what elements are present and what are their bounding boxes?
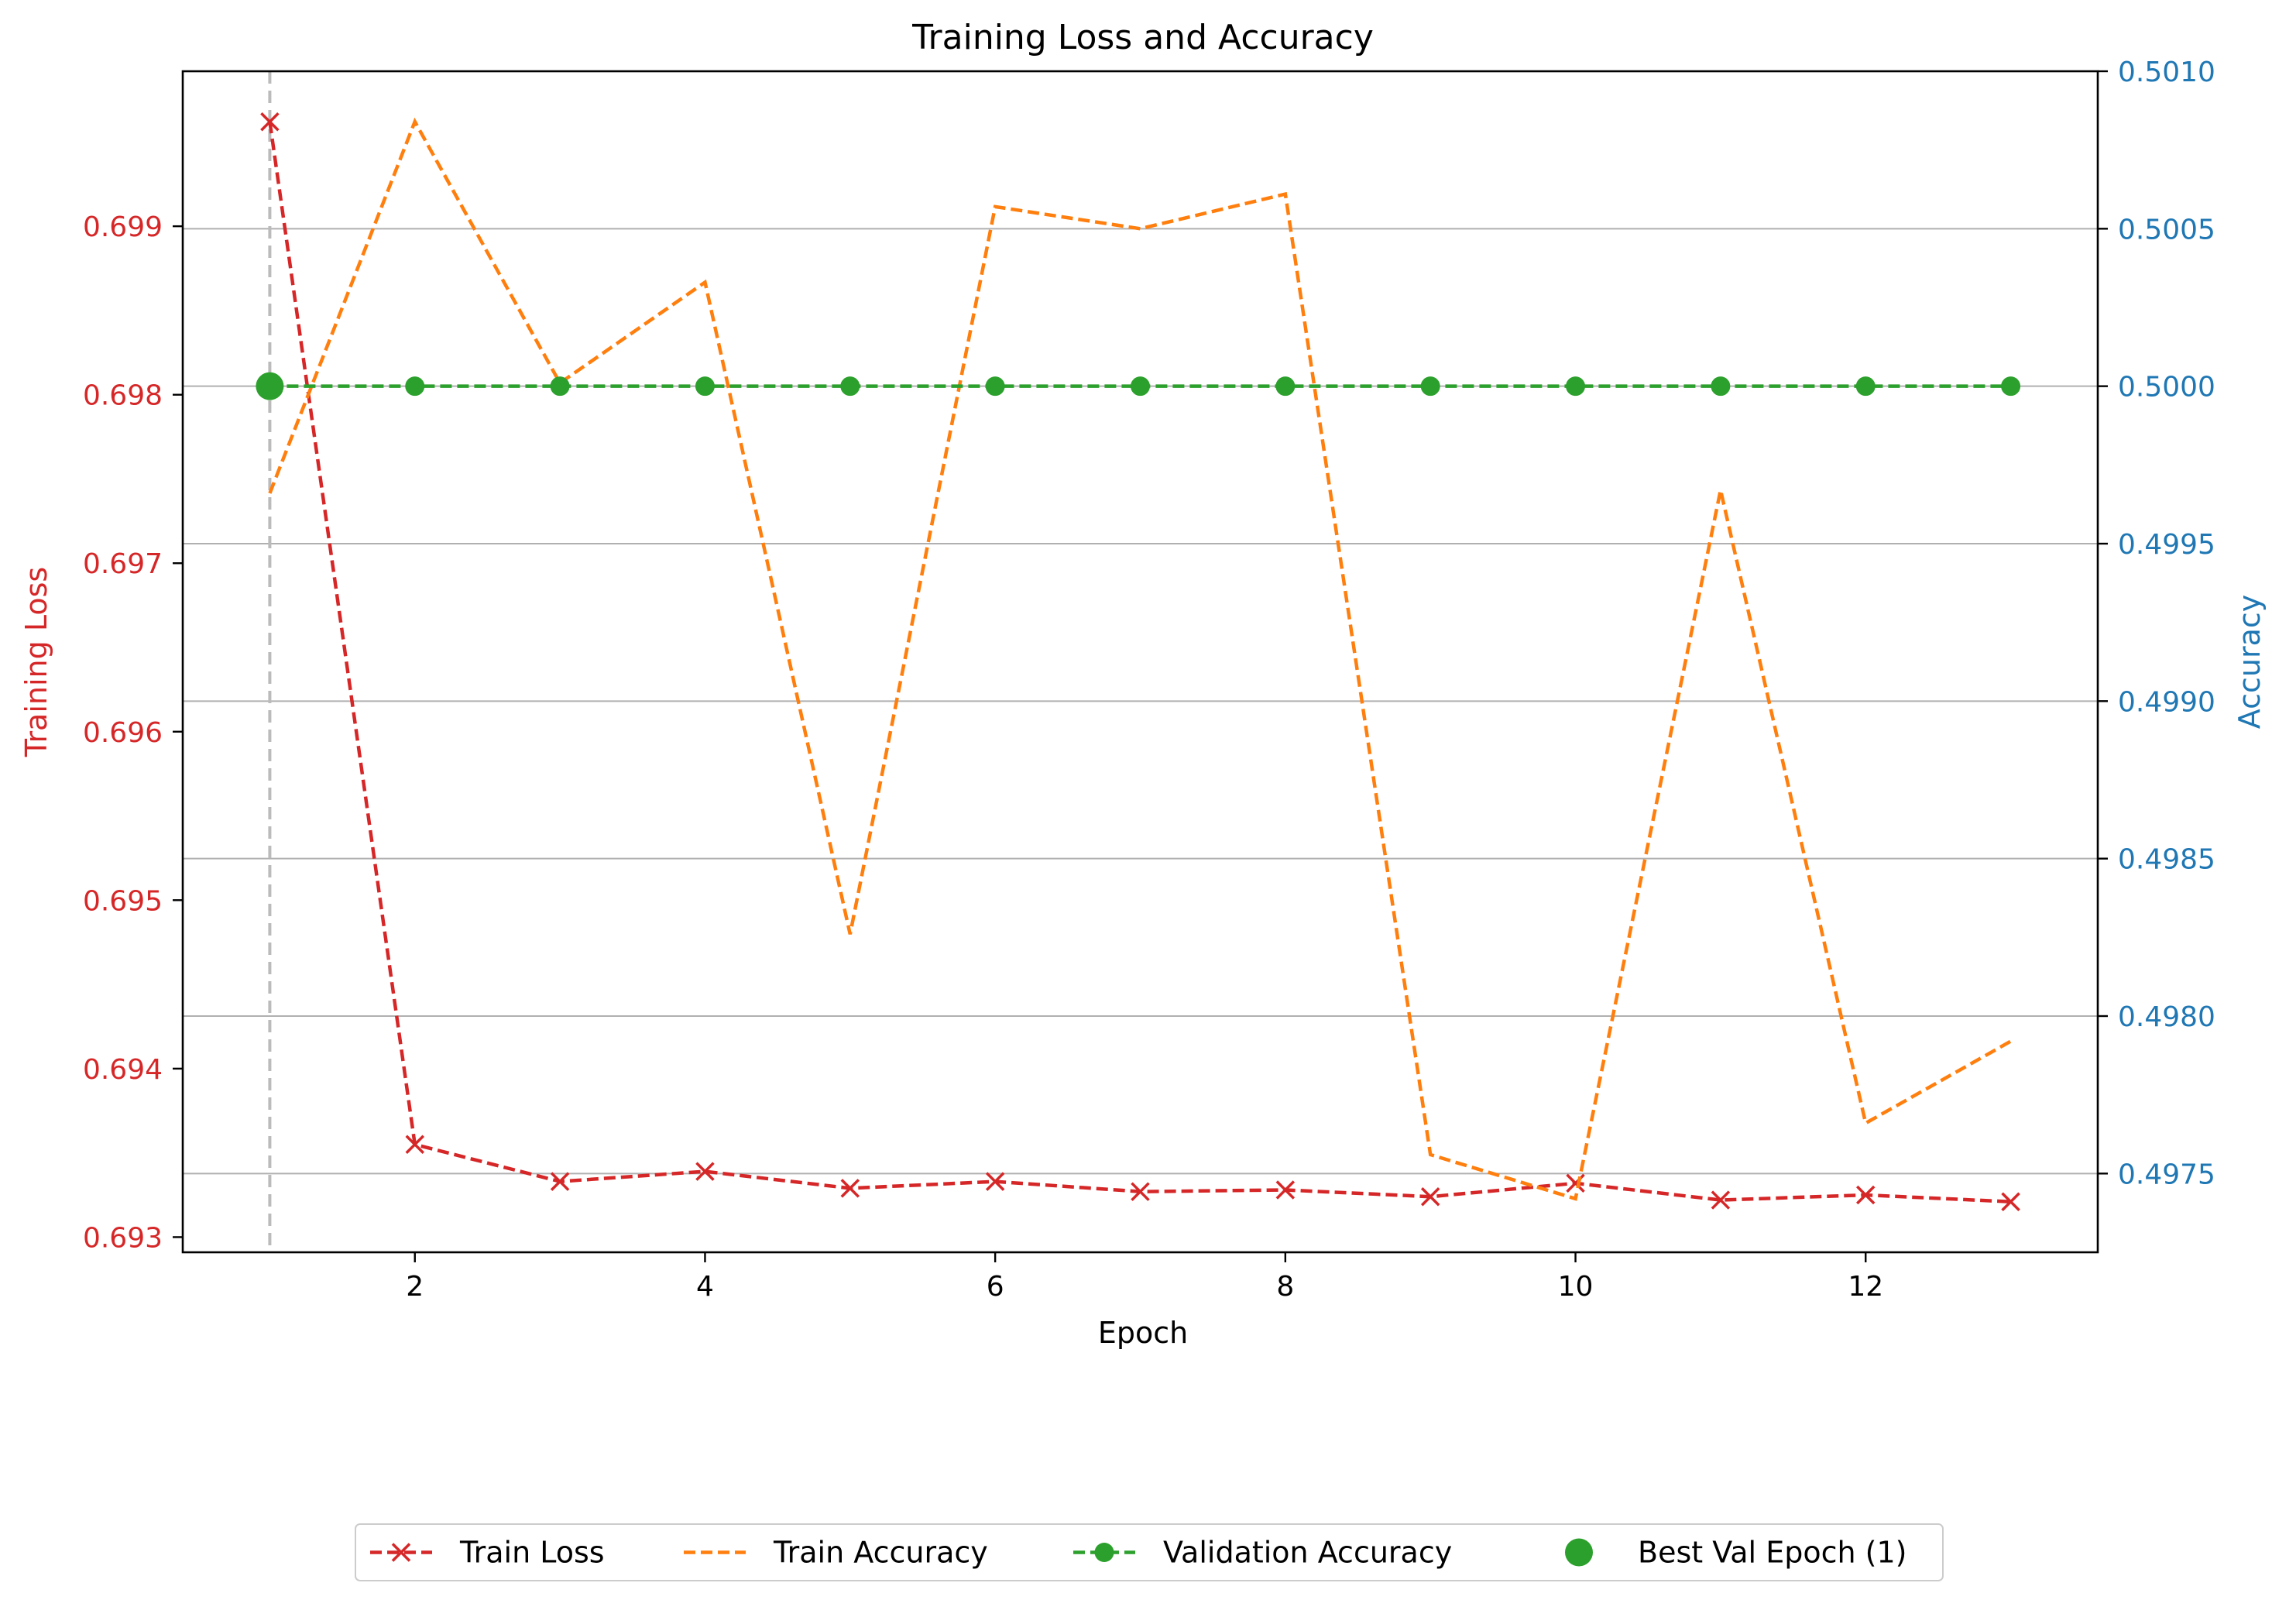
- x-marker-stroke: [840, 1179, 860, 1198]
- y-left-tick-label: 0.698: [83, 380, 163, 412]
- train-loss-point: [1275, 1180, 1296, 1200]
- x-tick-label: 6: [987, 1271, 1004, 1303]
- legend-label: Train Loss: [459, 1536, 605, 1570]
- y-left-tick-label: 0.699: [83, 211, 163, 243]
- legend-label: Validation Accuracy: [1163, 1536, 1452, 1570]
- train-loss-point: [1420, 1186, 1440, 1207]
- series-train-loss: [260, 112, 2020, 1211]
- x-axis-ticks: 2 4 6 8 10 12: [406, 1252, 1883, 1303]
- validation-accuracy-point: [1275, 376, 1296, 397]
- validation-accuracy-point: [1420, 376, 1440, 397]
- x-marker-stroke: [405, 1135, 424, 1155]
- x-tick-label: 10: [1558, 1271, 1594, 1303]
- series-layer: [256, 112, 2021, 1211]
- x-tick-label: 12: [1848, 1271, 1883, 1303]
- x-tick-label: 4: [696, 1271, 714, 1303]
- train-accuracy-line: [268, 117, 2012, 1201]
- y-right-tick-label: 0.5005: [2118, 214, 2215, 245]
- y-axis-left-label: Training Loss: [19, 567, 53, 757]
- x-tick-label: 8: [1276, 1271, 1294, 1303]
- x-marker-stroke: [260, 112, 280, 132]
- validation-accuracy-point: [2001, 376, 2021, 397]
- y-left-tick-label: 0.693: [83, 1222, 163, 1254]
- grid-lines: [183, 70, 2098, 1175]
- legend-item-train-loss: Train Loss: [370, 1536, 605, 1570]
- train-loss-point: [695, 1162, 715, 1181]
- validation-accuracy-point: [1131, 376, 1150, 397]
- y-axis-left-ticks: 0.693 0.694 0.695 0.696 0.697 0.698 0.699: [83, 211, 183, 1254]
- train-loss-point: [405, 1135, 424, 1155]
- y-left-tick-label: 0.695: [83, 885, 163, 917]
- y-right-tick-label: 0.4990: [2118, 686, 2215, 718]
- y-left-tick-label: 0.696: [83, 717, 163, 749]
- x-marker-stroke: [2001, 1192, 2020, 1211]
- plot-frame: [181, 70, 2099, 1254]
- legend-item-validation-accuracy: Validation Accuracy: [1073, 1536, 1452, 1570]
- legend-label: Train Accuracy: [773, 1536, 988, 1570]
- validation-accuracy-point: [840, 376, 860, 397]
- legend-box: [355, 1523, 1944, 1581]
- validation-accuracy-point: [985, 376, 1005, 397]
- y-right-tick-label: 0.5000: [2118, 372, 2215, 403]
- validation-accuracy-point: [1566, 376, 1586, 397]
- y-axis-right-label: Accuracy: [2233, 595, 2267, 730]
- x-axis-label: Epoch: [1098, 1316, 1188, 1350]
- train-loss-point: [2001, 1192, 2020, 1211]
- x-tick-label: 2: [406, 1271, 424, 1303]
- y-left-tick-label: 0.694: [83, 1054, 163, 1086]
- series-train-accuracy: [268, 117, 2012, 1201]
- x-marker-stroke: [695, 1162, 715, 1181]
- x-marker-stroke: [1711, 1190, 1731, 1210]
- y-right-tick-label: 0.4980: [2118, 1001, 2215, 1033]
- train-loss-point: [1711, 1190, 1731, 1210]
- validation-accuracy-point: [550, 376, 570, 397]
- x-marker-stroke: [1856, 1185, 1876, 1205]
- legend-label: Best Val Epoch (1): [1638, 1536, 1906, 1570]
- train-loss-point: [1131, 1182, 1150, 1201]
- x-marker-stroke: [550, 1172, 570, 1191]
- x-marker-stroke: [1275, 1180, 1296, 1200]
- x-marker-stroke: [1131, 1182, 1150, 1201]
- validation-accuracy-point: [695, 376, 715, 397]
- legend-handle-marker: [1094, 1543, 1114, 1562]
- validation-accuracy-point: [405, 376, 425, 397]
- y-left-tick-label: 0.697: [83, 548, 163, 580]
- train-loss-point: [985, 1172, 1005, 1191]
- x-marker-stroke: [1420, 1186, 1440, 1207]
- train-loss-point: [840, 1179, 860, 1198]
- legend: Train Loss Train Accuracy Validation Accur…: [355, 1523, 1944, 1581]
- train-loss-point: [1856, 1185, 1876, 1205]
- train-loss-point: [260, 112, 280, 132]
- validation-accuracy-point: [1711, 376, 1731, 397]
- train-loss-line: [268, 121, 2011, 1203]
- y-right-tick-label: 0.4985: [2118, 844, 2215, 876]
- y-right-tick-label: 0.4995: [2118, 529, 2215, 561]
- y-right-tick-label: 0.4975: [2118, 1159, 2215, 1190]
- x-marker-stroke: [985, 1172, 1005, 1191]
- train-loss-point: [550, 1172, 570, 1191]
- legend-item-train-accuracy: Train Accuracy: [684, 1536, 988, 1570]
- y-right-tick-label: 0.5010: [2118, 57, 2215, 88]
- y-axis-right-ticks: 0.4975 0.4980 0.4985 0.4990 0.4995 0.5000 0.50…: [2098, 57, 2215, 1190]
- legend-handle-marker: [391, 1543, 411, 1562]
- best-val-epoch-point: [256, 372, 284, 400]
- series-validation-accuracy: [259, 376, 2021, 397]
- legend-item-best-val-epoch-1-: Best Val Epoch (1): [1565, 1536, 1906, 1570]
- validation-accuracy-point: [1855, 376, 1876, 397]
- chart-title: Training Loss and Accuracy: [911, 18, 1374, 57]
- legend-handle-marker: [1565, 1538, 1593, 1567]
